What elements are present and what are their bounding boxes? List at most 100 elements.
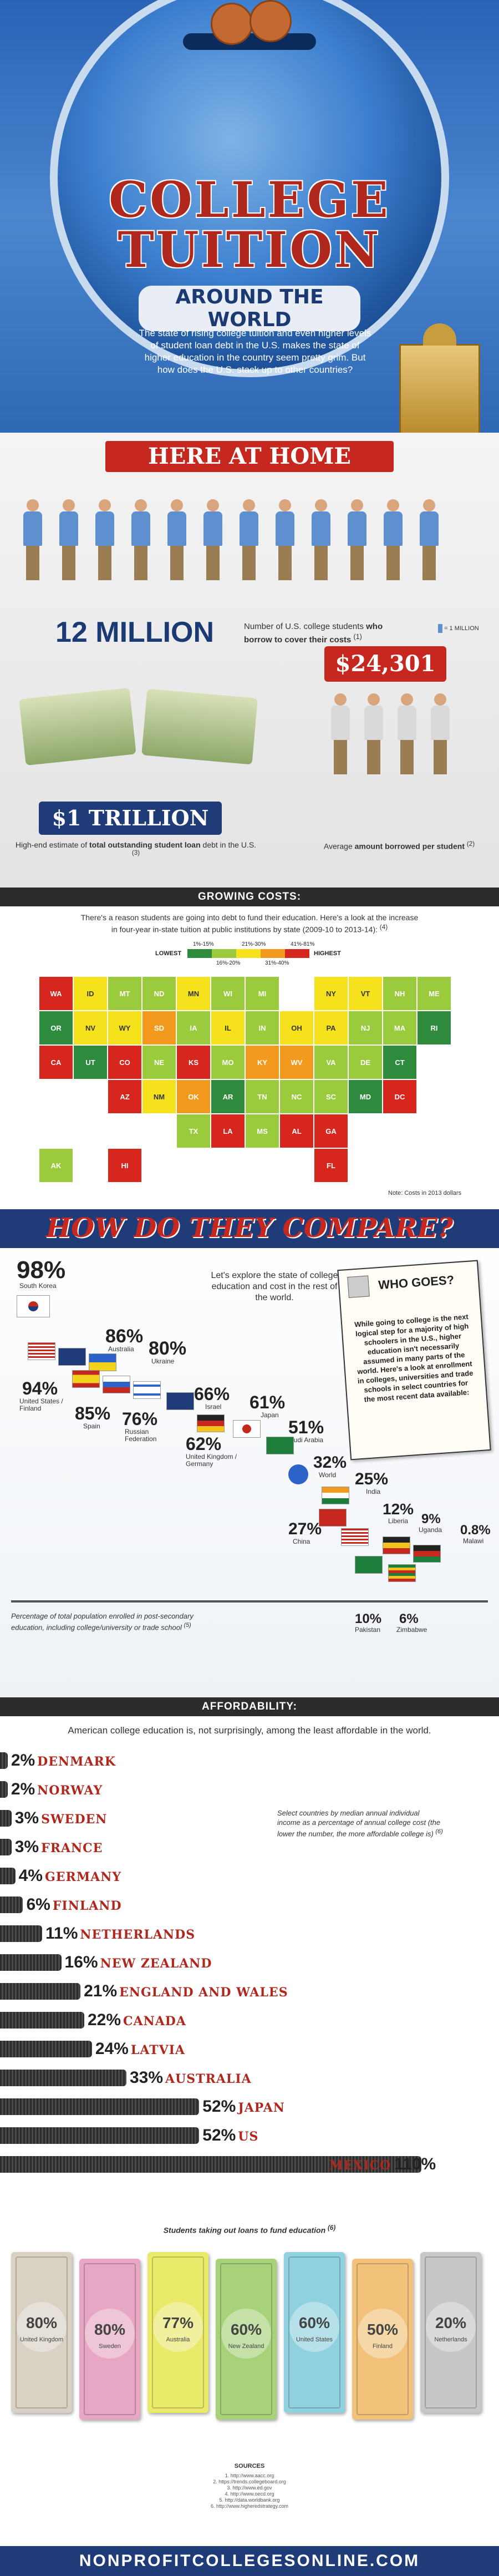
sources-list: 1. http://www.aacc.org 2. https://trends.… xyxy=(166,2473,333,2509)
bill-country: United States xyxy=(296,2336,333,2343)
affordability-label: 4% GERMANY xyxy=(19,1868,121,1885)
affordability-bar xyxy=(0,1868,16,1884)
map-state-sd: SD xyxy=(142,1011,176,1045)
affordability-label: 3% FRANCE xyxy=(15,1839,103,1857)
country-name: Saudi Arabia xyxy=(286,1436,324,1444)
student-figure xyxy=(348,499,366,582)
legend-swatch xyxy=(285,949,309,958)
affordability-intro: American college education is, not surpr… xyxy=(68,1725,431,1736)
affordability-label: MEXICO 110% xyxy=(327,2156,436,2174)
bill-border xyxy=(425,2256,477,2408)
student-figure xyxy=(331,693,350,777)
bill-seal xyxy=(221,2309,271,2359)
map-state-wv: WV xyxy=(279,1045,314,1079)
affordability-country: FINLAND xyxy=(52,1899,122,1913)
country-name: World xyxy=(319,1471,337,1479)
source-item[interactable]: 1. http://www.aacc.org xyxy=(225,2473,274,2478)
affordability-bar xyxy=(0,2156,421,2173)
country-pct: 12% xyxy=(383,1500,414,1518)
student-figure xyxy=(364,693,383,777)
affordability-pct: 52% xyxy=(202,2097,236,2116)
affordability-pct: 110% xyxy=(394,2155,436,2173)
country-name: Israel xyxy=(205,1403,222,1411)
source-item[interactable]: 2. https://trends.collegeboard.org xyxy=(213,2479,286,2484)
affordability-country: US xyxy=(238,2129,259,2144)
affordability-row: 3% FRANCE xyxy=(0,1837,499,1858)
map-state-ia: IA xyxy=(176,1011,211,1045)
bill-seal xyxy=(358,2309,408,2359)
affordability-country: FRANCE xyxy=(41,1841,103,1855)
footer-site-link[interactable]: NONPROFITCOLLEGESONLINE.COM xyxy=(0,2546,499,2576)
affordability-row: 4% GERMANY xyxy=(0,1865,499,1887)
bill-seal xyxy=(289,2302,339,2352)
who-goes-text: While going to college is the next logic… xyxy=(354,1312,473,1404)
map-state-nj: NJ xyxy=(348,1011,383,1045)
people-icon xyxy=(347,1275,370,1298)
source-item[interactable]: 3. http://www.ed.gov xyxy=(227,2485,272,2491)
legend-range: 21%-30% xyxy=(242,941,266,947)
ground-line xyxy=(11,1600,488,1603)
flag-south-korea xyxy=(17,1295,50,1317)
affordability-country: NORWAY xyxy=(37,1783,103,1798)
bill-pct: 50% xyxy=(366,2321,399,2338)
map-state-de: DE xyxy=(348,1045,383,1079)
country-pct: 51% xyxy=(288,1417,324,1437)
source-item[interactable]: 6. http://www.higheredstrategy.com xyxy=(211,2503,288,2509)
affordability-row: 52% JAPAN xyxy=(0,2096,499,2117)
affordability-label: 21% ENGLAND AND WALES xyxy=(84,1983,288,2001)
bill-border xyxy=(288,2256,340,2408)
country-pct: 80% xyxy=(149,1338,187,1359)
map-state-ut: UT xyxy=(73,1045,108,1079)
map-state-me: ME xyxy=(417,976,451,1011)
affordability-bar xyxy=(0,2070,126,2086)
map-state-id: ID xyxy=(73,976,108,1011)
affordability-bar xyxy=(0,2012,84,2029)
affordability-bar xyxy=(0,1983,81,2000)
title-tuition: TUITION xyxy=(118,221,381,278)
coin-slot xyxy=(183,33,316,50)
who-goes-title: WHO GOES? xyxy=(378,1272,455,1292)
country-name: China xyxy=(293,1538,310,1545)
flag-ukraine xyxy=(89,1353,116,1371)
affordability-country: GERMANY xyxy=(44,1870,122,1884)
legend-swatch xyxy=(187,949,212,958)
affordability-country: NEW ZEALAND xyxy=(100,1956,212,1971)
bill-border xyxy=(16,2256,68,2408)
map-state-tx: TX xyxy=(176,1114,211,1148)
bill-seal xyxy=(153,2302,203,2352)
affordability-country: NETHERLANDS xyxy=(80,1928,196,1942)
growing-costs-section: GROWING COSTS: There's a reason students… xyxy=(0,888,499,1209)
student-figure xyxy=(59,499,78,582)
source-item[interactable]: 5. http://data.worldbank.org xyxy=(219,2497,280,2503)
bill-pct: 77% xyxy=(162,2314,194,2331)
map-state-mt: MT xyxy=(108,976,142,1011)
country-pct: 85% xyxy=(75,1403,111,1423)
map-state-az: AZ xyxy=(108,1079,142,1114)
map-state-ma: MA xyxy=(383,1011,417,1045)
map-state-ky: KY xyxy=(245,1045,279,1079)
affordability-label: 2% NORWAY xyxy=(11,1781,103,1799)
affordability-label: 24% LATVIA xyxy=(95,2041,185,2058)
country-name: Liberia xyxy=(388,1517,409,1525)
affordability-label: 52% US xyxy=(202,2127,258,2145)
compare-heading-bar: HOW DO THEY COMPARE? xyxy=(0,1209,499,1248)
map-note: Note: Costs in 2013 dollars xyxy=(388,1190,462,1196)
country-pct: 76% xyxy=(122,1409,158,1429)
average-borrowed-desc: Average amount borrowed per student (2) xyxy=(323,840,475,851)
bill-pct: 80% xyxy=(94,2321,126,2338)
bill-border xyxy=(357,2263,409,2415)
map-state-wi: WI xyxy=(211,976,245,1011)
affordability-pct: 2% xyxy=(11,1751,35,1769)
map-state-ks: KS xyxy=(176,1045,211,1079)
loan-bill: 60% United States xyxy=(284,2252,345,2413)
affordability-label: 3% SWEDEN xyxy=(15,1810,108,1828)
affordability-pct: 16% xyxy=(64,1953,98,1971)
affordability-label: 22% CANADA xyxy=(88,2012,186,2030)
map-state-sc: SC xyxy=(314,1079,348,1114)
affordability-label: 16% NEW ZEALAND xyxy=(65,1954,212,1972)
here-at-home-section: HERE AT HOME 12 MILLION Number of U.S. c… xyxy=(0,433,499,888)
map-state-ne: NE xyxy=(142,1045,176,1079)
source-item[interactable]: 4. http://www.oecd.org xyxy=(225,2491,274,2497)
coin-icon xyxy=(211,3,253,45)
affordability-label: 6% FINLAND xyxy=(26,1896,121,1914)
